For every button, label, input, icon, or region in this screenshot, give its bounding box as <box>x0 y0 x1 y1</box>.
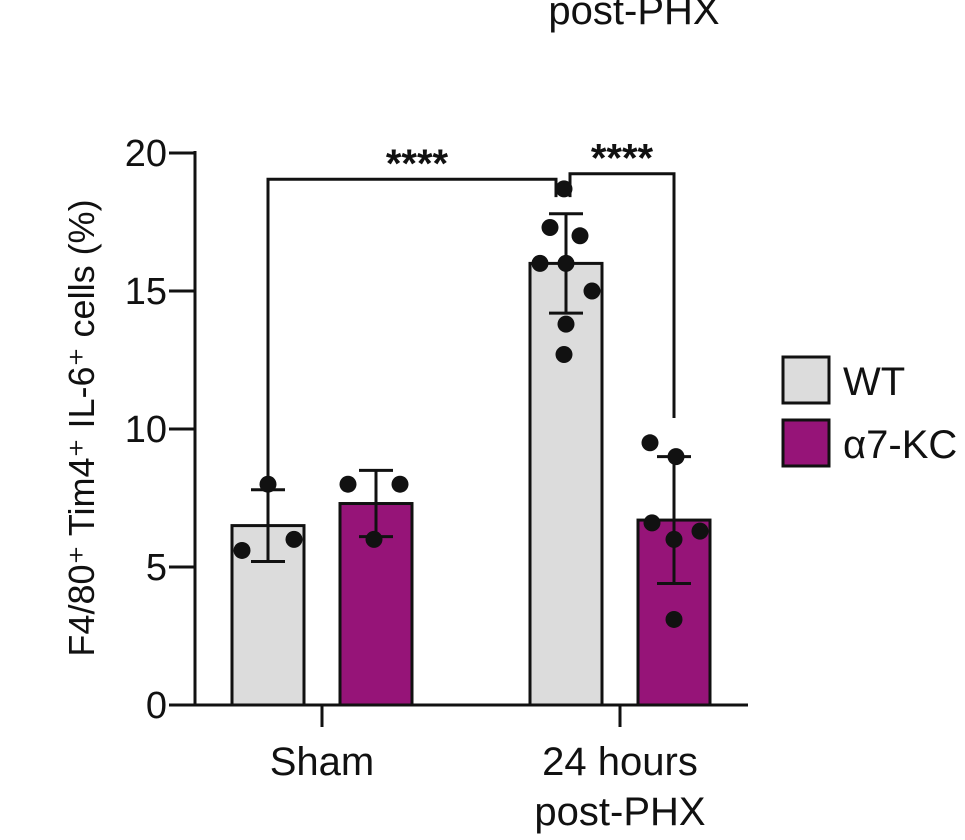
data-point-1-1-0 <box>641 434 659 452</box>
bar-wt-group-1 <box>528 261 604 707</box>
data-point-0-1-2 <box>571 227 589 245</box>
data-point-0-1-3 <box>531 254 549 272</box>
data-point-1-1-1 <box>667 448 685 466</box>
data-point-0-0-0 <box>233 541 251 559</box>
data-point-0-1-4 <box>557 254 575 272</box>
significance-label-2: **** <box>591 137 654 181</box>
y-tick-label-10: 10 <box>125 409 167 451</box>
y-axis-title: F4/80⁺ Tim4⁺ IL-6⁺ cells (%) <box>61 199 102 656</box>
data-point-1-0-1 <box>391 475 409 493</box>
legend: WT α7-KC <box>781 355 957 468</box>
bars <box>230 261 712 707</box>
significance-label-1: **** <box>386 142 449 186</box>
y-tick-label-20: 20 <box>125 133 167 175</box>
data-point-1-0-2 <box>365 530 383 548</box>
bracket-wt-vs-a7kc <box>568 172 676 418</box>
data-point-0-1-0 <box>555 180 573 198</box>
data-points <box>233 180 709 628</box>
x-group-label-1-line-1: post-PHX <box>534 790 705 834</box>
legend-label-1: α7-KC <box>843 423 957 467</box>
data-point-1-1-4 <box>691 522 709 540</box>
y-tick-label-0: 0 <box>146 685 167 727</box>
data-point-1-0-0 <box>339 475 357 493</box>
x-group-label-1-line-0: 24 hours <box>542 740 698 784</box>
data-point-1-1-5 <box>665 610 683 628</box>
data-point-0-1-7 <box>555 345 573 363</box>
data-point-1-1-2 <box>643 514 661 532</box>
y-tick-label-5: 5 <box>146 547 167 589</box>
data-point-0-1-6 <box>557 315 575 333</box>
x-group-label-0-line-0: Sham <box>270 740 375 784</box>
bracket-sham-vs-phx-wt <box>266 177 558 498</box>
data-point-0-1-5 <box>583 282 601 300</box>
legend-swatch-1 <box>781 418 831 468</box>
data-point-0-0-2 <box>285 530 303 548</box>
significance-brackets: **** **** <box>266 137 676 498</box>
error-bars <box>251 212 691 586</box>
legend-label-0: WT <box>843 360 905 404</box>
x-group-labels: Sham 24 hours post-PHX <box>270 740 706 834</box>
legend-swatch-0 <box>781 355 831 405</box>
top-cropped-label: post-PHX <box>548 0 719 33</box>
data-point-1-1-3 <box>665 530 683 548</box>
y-tick-label-15: 15 <box>125 271 167 313</box>
data-point-0-1-1 <box>541 219 559 237</box>
